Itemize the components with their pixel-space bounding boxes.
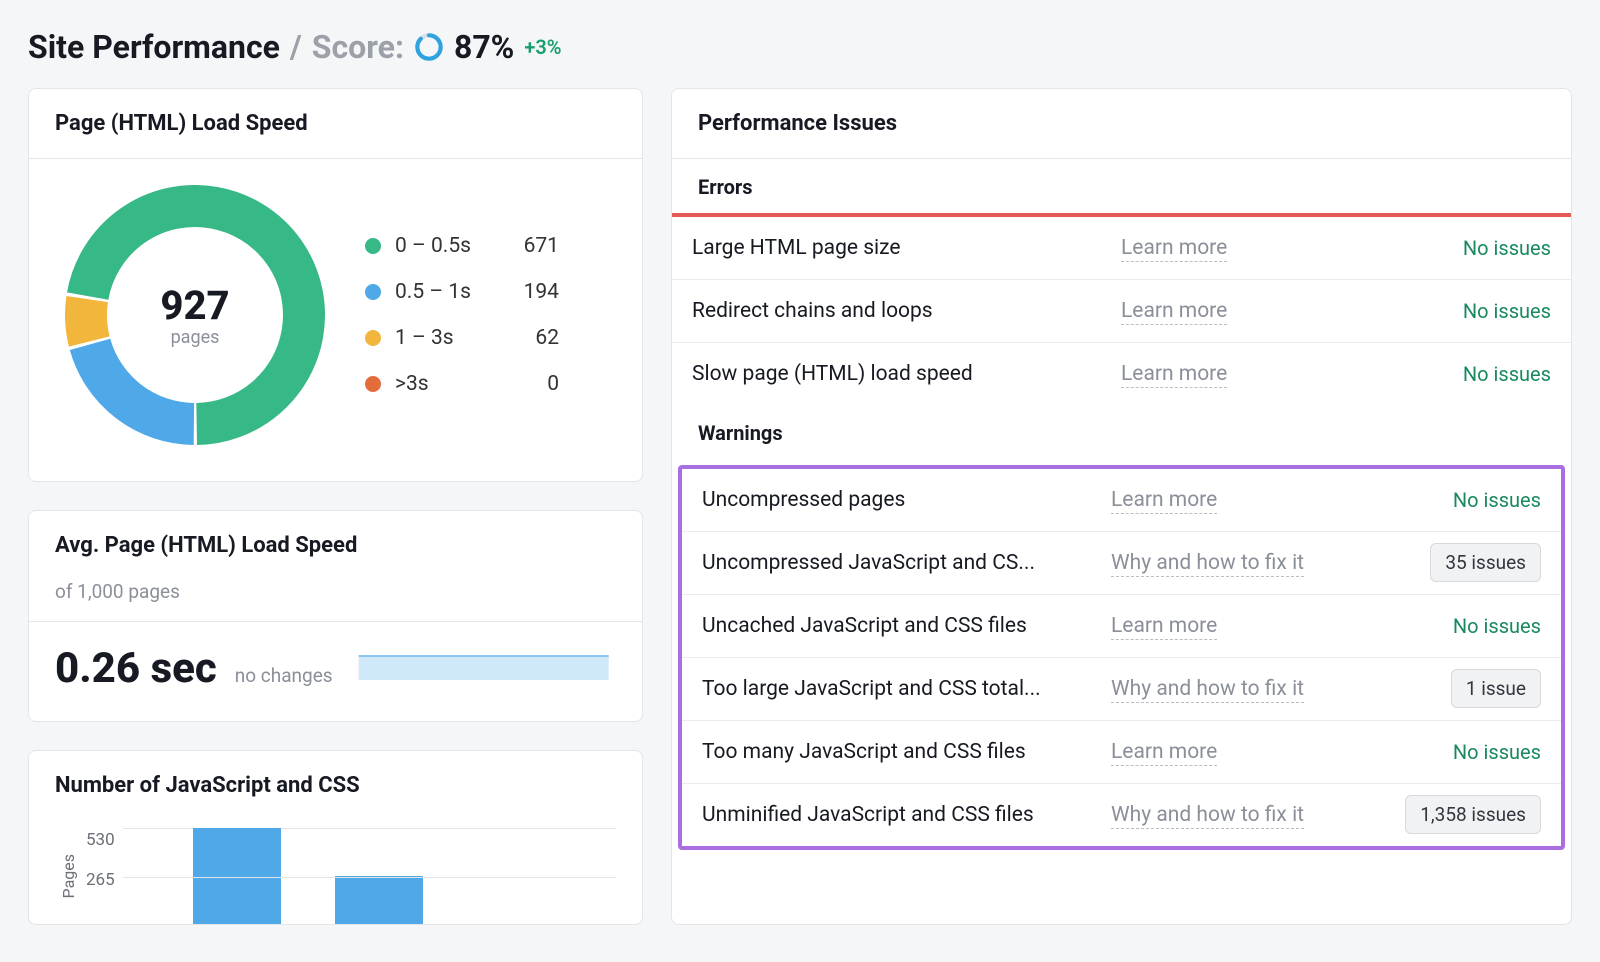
issue-row: Uncompressed JavaScript and CS...Why and… (682, 531, 1561, 594)
issue-name: Too large JavaScript and CSS total... (702, 677, 1111, 701)
donut-center-label: pages (171, 327, 220, 348)
no-issues-label: No issues (1371, 299, 1551, 323)
load-speed-title: Page (HTML) Load Speed (29, 89, 642, 158)
legend-row: 1 – 3s 62 (365, 326, 559, 350)
legend-dot-icon (365, 376, 381, 392)
score-value: 87% (454, 28, 514, 66)
issue-name: Too many JavaScript and CSS files (702, 740, 1111, 764)
warnings-highlight: Uncompressed pagesLearn moreNo issuesUnc… (678, 465, 1565, 850)
bar (335, 876, 423, 924)
avg-speed-sparkline (351, 654, 616, 682)
bar (193, 828, 281, 924)
bar-y-ticks: 530 265 (86, 828, 115, 924)
issue-name: Redirect chains and loops (692, 299, 1121, 323)
issue-row: Slow page (HTML) load speedLearn moreNo … (672, 342, 1571, 405)
legend-value: 194 (509, 280, 559, 304)
avg-speed-title: Avg. Page (HTML) Load Speed (29, 511, 642, 580)
issue-row: Too many JavaScript and CSS filesLearn m… (682, 720, 1561, 783)
issue-help-link[interactable]: Learn more (1111, 488, 1361, 512)
issues-count-button[interactable]: 35 issues (1430, 543, 1541, 582)
bar-plot (123, 828, 616, 924)
score-ring-icon (414, 32, 444, 62)
issue-row: Large HTML page sizeLearn moreNo issues (672, 217, 1571, 279)
header-separator: / (290, 28, 302, 66)
errors-heading: Errors (672, 159, 1571, 213)
legend-label: 1 – 3s (395, 326, 495, 350)
legend-row: 0 – 0.5s 671 (365, 234, 559, 258)
issue-name: Unminified JavaScript and CSS files (702, 803, 1111, 827)
donut-center-value: 927 (160, 282, 229, 329)
performance-issues-title: Performance Issues (672, 89, 1571, 158)
legend-label: 0 – 0.5s (395, 234, 495, 258)
score-label: Score: (312, 28, 404, 66)
legend-dot-icon (365, 330, 381, 346)
legend-value: 671 (509, 234, 559, 258)
legend-value: 0 (509, 372, 559, 396)
page-title: Site Performance (28, 28, 280, 66)
legend-label: 0.5 – 1s (395, 280, 495, 304)
no-issues-label: No issues (1361, 614, 1541, 638)
issue-row: Redirect chains and loopsLearn moreNo is… (672, 279, 1571, 342)
no-issues-label: No issues (1371, 236, 1551, 260)
legend-row: >3s 0 (365, 372, 559, 396)
legend-dot-icon (365, 284, 381, 300)
avg-speed-change: no changes (235, 664, 333, 687)
issue-row: Unminified JavaScript and CSS filesWhy a… (682, 783, 1561, 846)
load-speed-card: Page (HTML) Load Speed 927 pages 0 – 0.5… (28, 88, 643, 482)
bar-y-tick: 265 (86, 870, 115, 890)
issue-row: Uncached JavaScript and CSS filesLearn m… (682, 594, 1561, 657)
issue-name: Large HTML page size (692, 236, 1121, 260)
avg-speed-subtitle: of 1,000 pages (29, 580, 642, 621)
issues-count-button[interactable]: 1 issue (1451, 669, 1541, 708)
js-css-title: Number of JavaScript and CSS (29, 751, 642, 820)
legend-label: >3s (395, 372, 495, 396)
load-speed-donut: 927 pages (65, 185, 325, 445)
avg-speed-card: Avg. Page (HTML) Load Speed of 1,000 pag… (28, 510, 643, 722)
issue-help-link[interactable]: Learn more (1111, 740, 1361, 764)
issue-help-link[interactable]: Learn more (1121, 299, 1371, 323)
bar-y-tick: 530 (86, 830, 115, 850)
issue-help-link[interactable]: Why and how to fix it (1111, 677, 1361, 701)
issue-name: Uncompressed JavaScript and CS... (702, 551, 1111, 575)
page-header: Site Performance / Score: 87% +3% (28, 28, 1572, 66)
issue-help-link[interactable]: Why and how to fix it (1111, 551, 1361, 575)
donut-legend: 0 – 0.5s 671 0.5 – 1s 194 1 – 3s 62 >3s 0 (365, 234, 559, 396)
issue-name: Uncompressed pages (702, 488, 1111, 512)
legend-value: 62 (509, 326, 559, 350)
legend-dot-icon (365, 238, 381, 254)
no-issues-label: No issues (1371, 362, 1551, 386)
legend-row: 0.5 – 1s 194 (365, 280, 559, 304)
avg-speed-value: 0.26 sec (55, 644, 217, 693)
performance-issues-card: Performance Issues Errors Large HTML pag… (671, 88, 1572, 925)
issue-row: Too large JavaScript and CSS total...Why… (682, 657, 1561, 720)
issue-name: Uncached JavaScript and CSS files (702, 614, 1111, 638)
js-css-card: Number of JavaScript and CSS Pages 530 26… (28, 750, 643, 925)
bar-y-axis-label: Pages (55, 854, 78, 898)
issue-help-link[interactable]: Learn more (1111, 614, 1361, 638)
issue-help-link[interactable]: Learn more (1121, 362, 1371, 386)
issues-count-button[interactable]: 1,358 issues (1405, 795, 1541, 834)
issue-help-link[interactable]: Why and how to fix it (1111, 803, 1361, 827)
issue-name: Slow page (HTML) load speed (692, 362, 1121, 386)
issue-row: Uncompressed pagesLearn moreNo issues (682, 469, 1561, 531)
warnings-heading: Warnings (672, 405, 1571, 459)
no-issues-label: No issues (1361, 488, 1541, 512)
no-issues-label: No issues (1361, 740, 1541, 764)
score-delta: +3% (524, 35, 561, 59)
issue-help-link[interactable]: Learn more (1121, 236, 1371, 260)
